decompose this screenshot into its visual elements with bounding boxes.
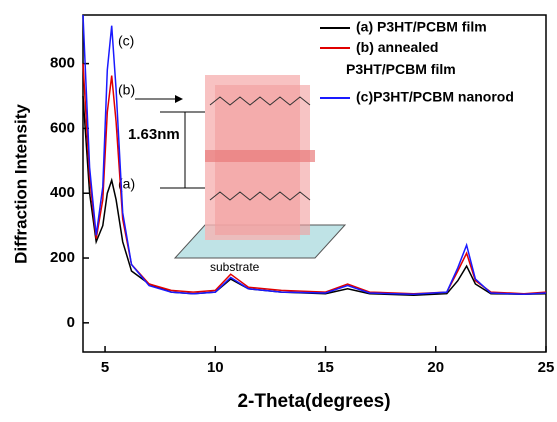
annotation: (c) [118, 33, 134, 49]
x-tick-label: 10 [207, 359, 224, 376]
legend-label: (b) annealed P3HT/PCBM film [346, 39, 456, 77]
x-tick-label: 20 [427, 359, 444, 376]
y-tick-label: 0 [67, 314, 75, 331]
plot-frame [82, 14, 547, 353]
y-tick-label: 200 [50, 249, 75, 266]
x-tick-label: 25 [538, 359, 555, 376]
legend-label: (c)P3HT/PCBM nanorod [356, 89, 514, 105]
legend-label: (a) P3HT/PCBM film [356, 19, 487, 35]
y-axis-label: Diffraction Intensity [11, 104, 30, 264]
series-line [82, 14, 547, 296]
x-tick-label: 15 [317, 359, 334, 376]
annotation: 1.63nm [128, 126, 180, 143]
x-axis-label: 2-Theta(degrees) [237, 391, 390, 412]
inset-illustration [135, 75, 347, 259]
annotation: substrate [210, 260, 260, 274]
series-line [82, 95, 547, 297]
y-tick-label: 400 [50, 184, 75, 201]
annotation: (b) [118, 82, 135, 98]
x-tick-label: 5 [101, 359, 109, 376]
annotation: (a) [118, 176, 135, 192]
y-tick-label: 600 [50, 119, 75, 136]
y-tick-label: 800 [50, 55, 75, 72]
series-line [82, 63, 547, 295]
